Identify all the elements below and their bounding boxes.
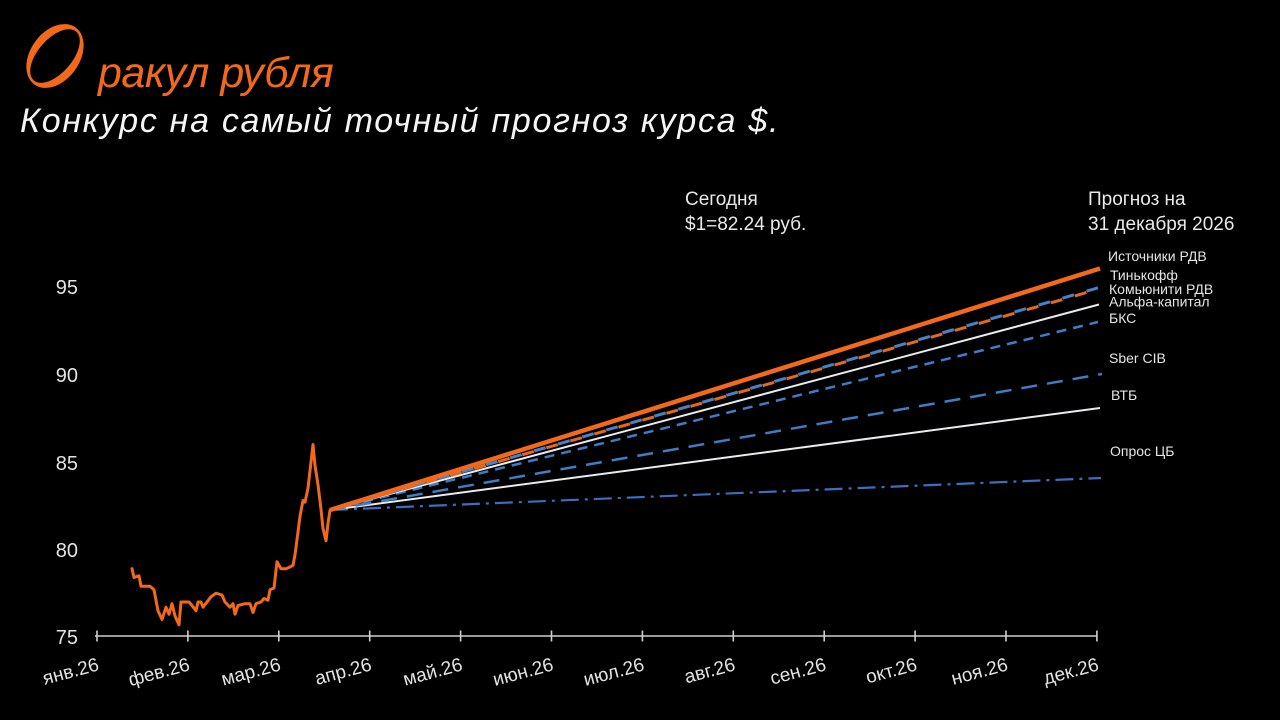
svg-text:Сегодня: Сегодня bbox=[685, 189, 758, 210]
svg-text:Sber CIB: Sber CIB bbox=[1109, 350, 1166, 366]
svg-text:95: 95 bbox=[56, 277, 78, 299]
svg-text:80: 80 bbox=[56, 540, 78, 562]
svg-text:Источники РДВ: Источники РДВ bbox=[1108, 248, 1207, 264]
svg-text:75: 75 bbox=[56, 627, 78, 649]
svg-text:ракул рубля: ракул рубля bbox=[96, 49, 334, 97]
svg-text:Тинькофф: Тинькофф bbox=[1110, 267, 1178, 283]
svg-text:$1=82.24 руб.: $1=82.24 руб. bbox=[685, 214, 806, 235]
svg-text:31 декабря 2026: 31 декабря 2026 bbox=[1088, 214, 1234, 235]
svg-text:БКС: БКС bbox=[1109, 310, 1136, 326]
svg-text:Опрос ЦБ: Опрос ЦБ bbox=[1110, 443, 1174, 459]
svg-text:Альфа-капитал: Альфа-капитал bbox=[1109, 294, 1210, 310]
svg-text:85: 85 bbox=[56, 453, 78, 475]
svg-text:ВТБ: ВТБ bbox=[1111, 387, 1137, 403]
svg-text:Конкурс на самый точный прогно: Конкурс на самый точный прогноз курса $. bbox=[20, 102, 780, 140]
svg-text:90: 90 bbox=[56, 365, 78, 387]
svg-text:Прогноз на: Прогноз на bbox=[1088, 189, 1186, 210]
svg-text:Комьюнити РДВ: Комьюнити РДВ bbox=[1109, 281, 1213, 297]
